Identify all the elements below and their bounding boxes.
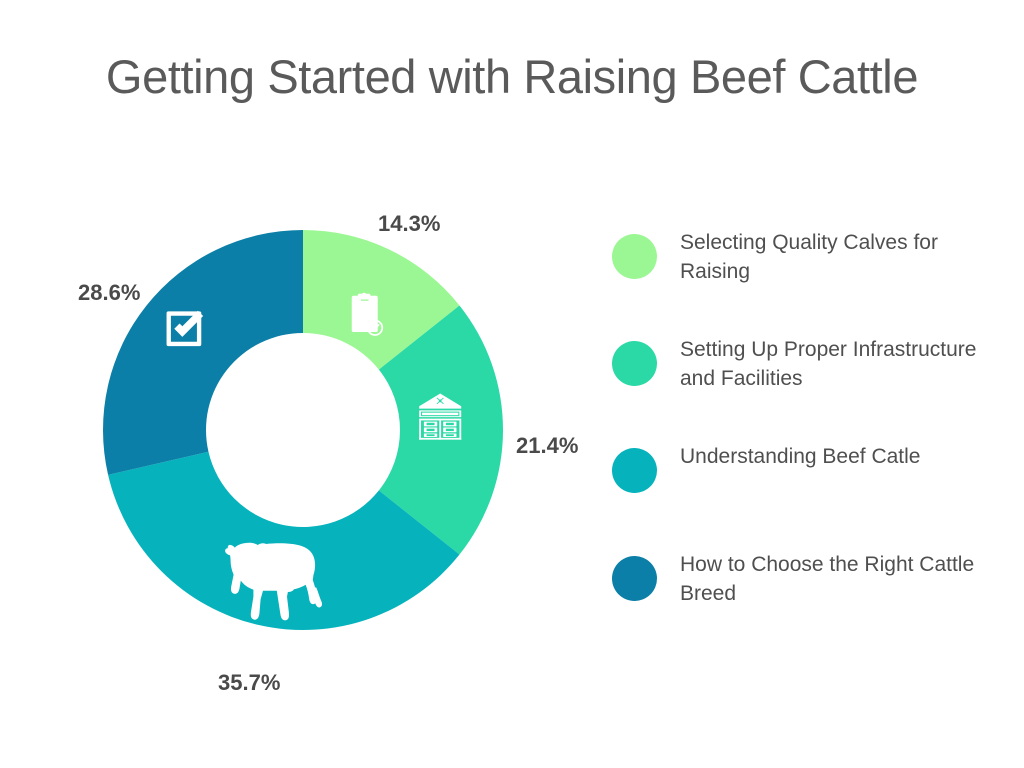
donut-chart: 14.3% 21.4% 35.7% 28.6% [78, 211, 579, 695]
cow-icon [225, 542, 323, 621]
legend-item-label: Understanding Beef Catle [680, 445, 921, 468]
legend-color-dot-icon [612, 341, 657, 386]
barn-icon [419, 393, 462, 440]
page-title: Getting Started with Raising Beef Cattle [105, 50, 919, 103]
legend-item-understanding-beef-cattle[interactable]: Understanding Beef Catle [612, 442, 1012, 493]
slice-label-28-6: 28.6% [78, 280, 141, 305]
slice-label-35-7: 35.7% [218, 670, 281, 695]
legend-item-how-to-choose-breed[interactable]: How to Choose the Right Cattle Breed [612, 550, 1012, 609]
legend-color-dot-icon [612, 448, 657, 493]
clipboard-checklist-icon [351, 292, 384, 336]
slice-label-21-4: 21.4% [516, 433, 579, 458]
donut-chart-svg [103, 230, 503, 630]
legend-item-setting-up-infrastructure[interactable]: Setting Up Proper Infrastructure and Fac… [612, 335, 1012, 394]
checkbox-checked-icon [166, 310, 204, 347]
donut-slice-understanding-beef-cattle[interactable] [108, 451, 460, 630]
donut-slice-selecting-quality-calves[interactable] [303, 230, 460, 370]
legend-color-dot-icon [612, 234, 657, 279]
legend-item-label: Setting Up Proper Infrastructure and Fac… [680, 338, 977, 391]
legend-item-selecting-quality-calves[interactable]: Selecting Quality Calves for Raising [612, 228, 1012, 287]
slice-label-14-3: 14.3% [378, 211, 441, 236]
legend-item-label: How to Choose the Right Cattle Breed [680, 553, 975, 606]
donut-slice-how-to-choose-breed[interactable] [103, 230, 304, 475]
legend-color-dot-icon [612, 556, 657, 601]
legend-item-label: Selecting Quality Calves for Raising [680, 231, 938, 284]
